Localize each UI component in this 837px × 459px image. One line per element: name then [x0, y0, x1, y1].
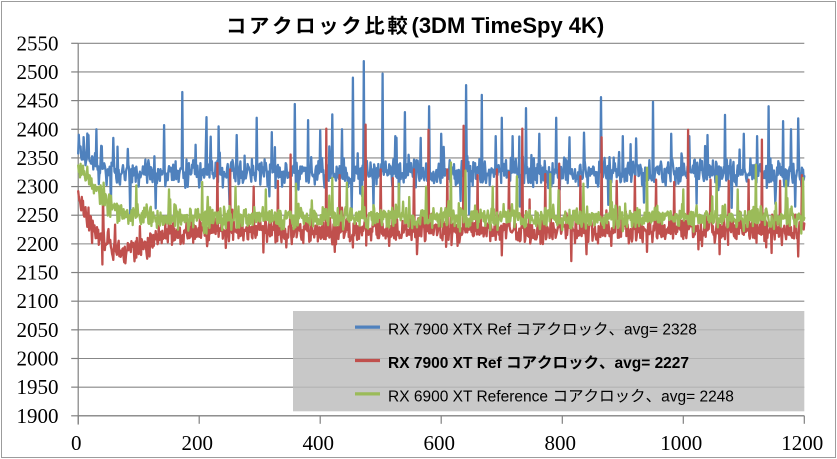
svg-text:400: 400 — [302, 431, 334, 455]
svg-text:1950: 1950 — [17, 375, 59, 399]
svg-text:1000: 1000 — [660, 431, 702, 455]
svg-text:1900: 1900 — [17, 404, 59, 428]
svg-text:RX 7900 XT Ref: RX 7900 XT Ref — [388, 355, 503, 372]
svg-text:2200: 2200 — [17, 232, 59, 256]
svg-text:RX 6900 XT Reference: RX 6900 XT Reference — [388, 388, 548, 405]
svg-text:2350: 2350 — [17, 146, 59, 170]
svg-text:avg= 2328: avg= 2328 — [624, 322, 697, 339]
svg-text:800: 800 — [545, 431, 577, 455]
svg-text:200: 200 — [181, 431, 213, 455]
svg-text:2050: 2050 — [17, 318, 59, 342]
svg-text:2400: 2400 — [17, 117, 59, 141]
svg-text:600: 600 — [423, 431, 455, 455]
svg-text:2150: 2150 — [17, 261, 59, 285]
svg-text:2100: 2100 — [17, 289, 59, 313]
svg-text:RX 7900 XTX Ref: RX 7900 XTX Ref — [388, 322, 512, 339]
svg-text:0: 0 — [71, 431, 82, 455]
svg-text:2250: 2250 — [17, 203, 59, 227]
svg-text:2450: 2450 — [17, 89, 59, 113]
svg-text:avg= 2248: avg= 2248 — [661, 388, 734, 405]
svg-text:2000: 2000 — [17, 347, 59, 371]
svg-text:(3DM TimeSpy 4K): (3DM TimeSpy 4K) — [412, 13, 605, 38]
svg-text:avg= 2227: avg= 2227 — [615, 355, 690, 372]
svg-text:2500: 2500 — [17, 60, 59, 84]
svg-text:2300: 2300 — [17, 175, 59, 199]
svg-text:1200: 1200 — [781, 431, 823, 455]
svg-text:2550: 2550 — [17, 31, 59, 55]
